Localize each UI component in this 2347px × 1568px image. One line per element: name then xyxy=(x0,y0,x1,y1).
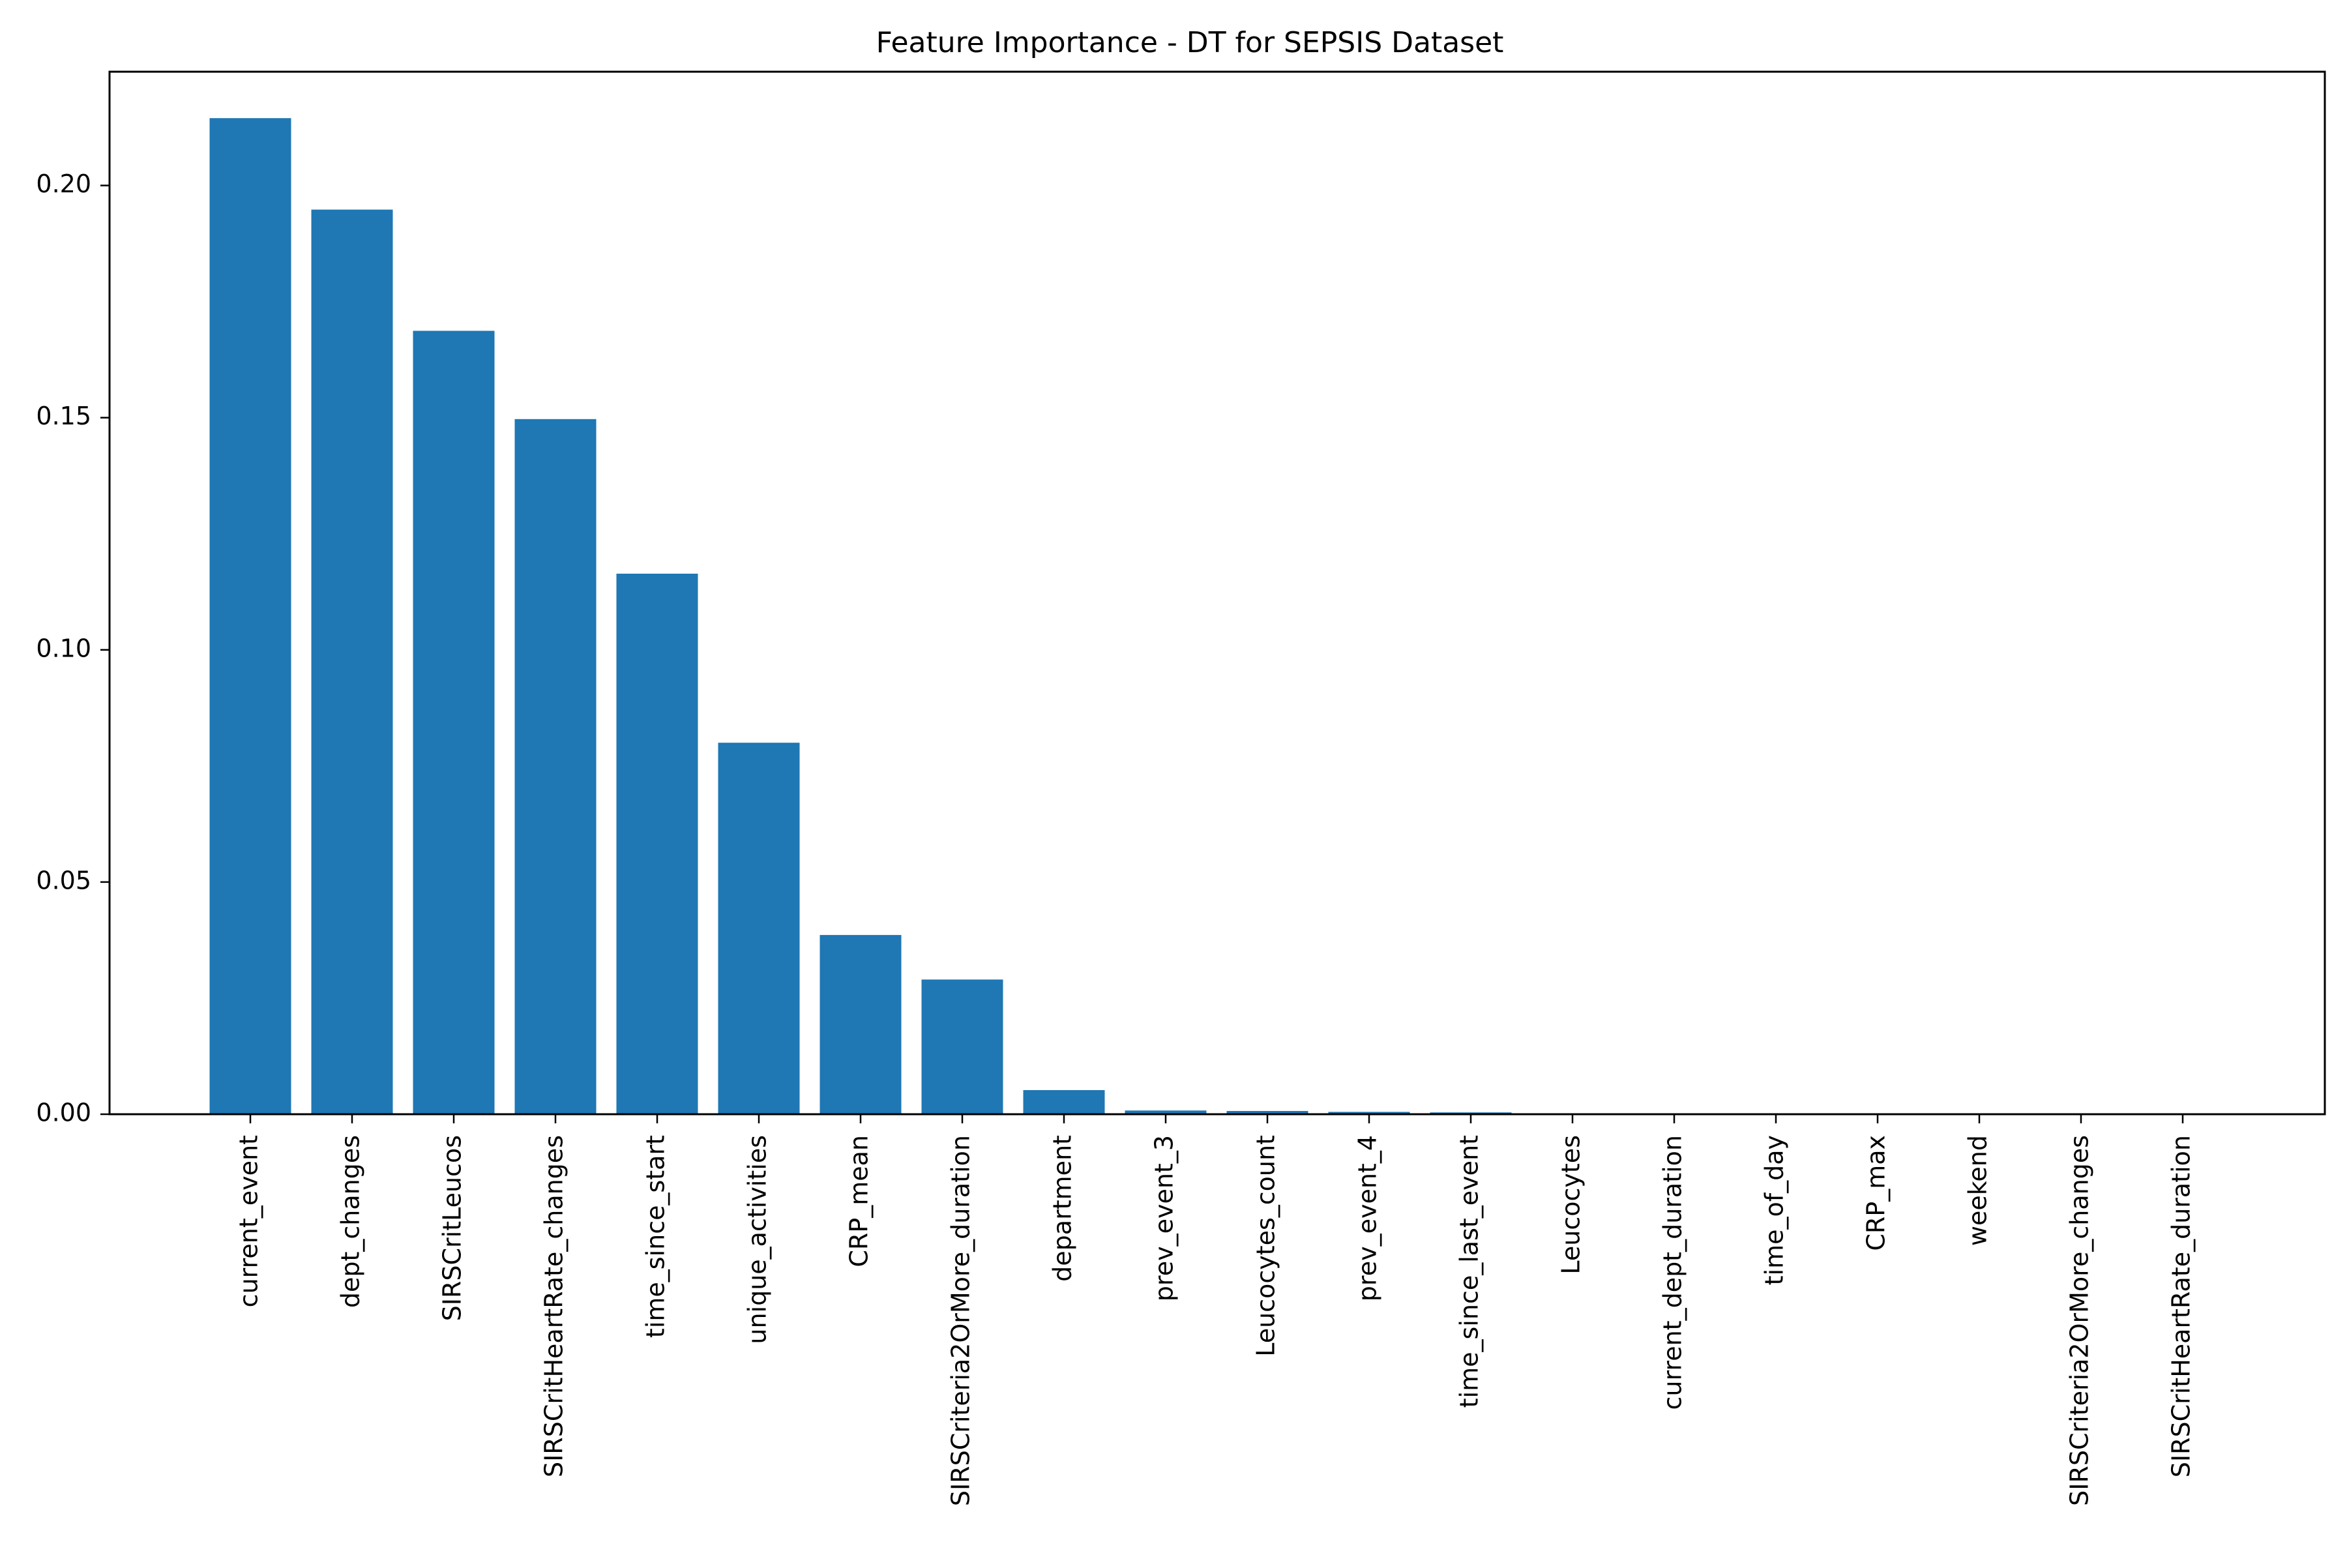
y-axis: 0.00 0.05 0.10 0.15 0.20 xyxy=(36,170,110,1127)
bars xyxy=(209,118,1715,1115)
bar-unique_activities xyxy=(718,743,800,1114)
x-tick-label: Leucocytes_count xyxy=(1252,1135,1280,1357)
x-tick-label: SIRSCriteria2OrMore_duration xyxy=(947,1135,975,1506)
y-tick-label: 0.05 xyxy=(36,866,91,895)
chart-title: Feature Importance - DT for SEPSIS Datas… xyxy=(876,26,1504,59)
x-tick-label: time_since_start xyxy=(642,1135,670,1338)
x-tick-label: SIRSCritLeucos xyxy=(438,1135,467,1321)
x-tick-label: prev_event_3 xyxy=(1150,1135,1179,1301)
x-axis: current_event dept_changes SIRSCritLeucos S… xyxy=(235,1114,2196,1506)
x-tick-label: weekend xyxy=(1964,1135,1992,1246)
y-tick-label: 0.10 xyxy=(36,634,91,662)
x-tick-label: SIRSCritHeartRate_changes xyxy=(540,1135,568,1477)
x-tick-label: current_dept_duration xyxy=(1659,1135,1687,1410)
bar-prev_event_4 xyxy=(1328,1112,1410,1114)
bar-CRP_mean xyxy=(819,935,902,1114)
x-tick-label: unique_activities xyxy=(743,1135,772,1344)
bar-SIRSCriteria2OrMore_duration xyxy=(921,979,1003,1114)
plot-frame xyxy=(108,70,2326,1116)
x-tick-label: prev_event_4 xyxy=(1353,1135,1382,1301)
x-tick-label: SIRSCriteria2OrMore_changes xyxy=(2065,1135,2094,1506)
y-tick-label: 0.15 xyxy=(36,402,91,430)
x-tick-label: dept_changes xyxy=(336,1135,365,1308)
x-tick-label: current_event xyxy=(235,1135,263,1307)
x-tick-label: department xyxy=(1048,1135,1077,1282)
y-tick-label: 0.00 xyxy=(36,1099,91,1127)
x-tick-label: CRP_max xyxy=(1862,1135,1891,1251)
x-tick-label: SIRSCritHeartRate_duration xyxy=(2167,1135,2196,1477)
bar-department xyxy=(1023,1090,1105,1114)
x-tick-label: CRP_mean xyxy=(845,1135,874,1267)
bar-prev_event_3 xyxy=(1125,1110,1207,1114)
bar-SIRSCritLeucos xyxy=(413,331,495,1114)
bar-time_since_start xyxy=(616,573,698,1114)
bar-dept_changes xyxy=(311,209,393,1114)
bar-SIRSCritHeartRate_changes xyxy=(514,419,597,1114)
y-tick-label: 0.20 xyxy=(36,170,91,198)
x-tick-label: time_since_last_event xyxy=(1455,1135,1484,1408)
x-tick-label: time_of_day xyxy=(1760,1135,1789,1285)
x-tick-label: Leucocytes xyxy=(1557,1135,1586,1275)
bar-current_event xyxy=(209,118,291,1115)
bar-Leucocytes_count xyxy=(1226,1111,1308,1114)
